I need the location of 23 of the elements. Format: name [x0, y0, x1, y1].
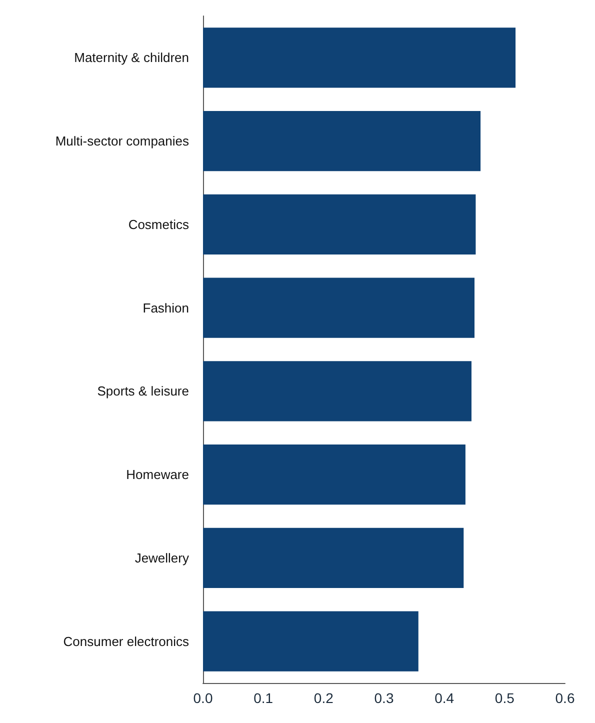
y-tick-label: Consumer electronics — [63, 634, 190, 649]
y-tick-label: Maternity & children — [74, 50, 189, 66]
y-tick-label: Jewellery — [134, 550, 190, 566]
bar — [203, 194, 476, 254]
bar — [203, 111, 481, 172]
y-tick-label: Fashion — [142, 300, 189, 316]
bar — [203, 444, 466, 505]
x-tick-label: 0.2 — [314, 690, 334, 706]
bar — [203, 611, 418, 672]
bar — [203, 28, 516, 88]
x-tick-label: 0.4 — [434, 690, 454, 706]
bar — [203, 528, 464, 588]
y-tick-label: Cosmetics — [128, 216, 190, 232]
y-tick-label: Homeware — [126, 467, 189, 482]
x-tick-label: 0.5 — [494, 690, 515, 706]
x-tick-label: 0.3 — [374, 690, 394, 706]
bar — [203, 278, 474, 338]
bar — [203, 361, 472, 422]
x-tick-label: 0.6 — [555, 690, 575, 706]
x-tick-label: 0.0 — [193, 690, 213, 706]
y-tick-label: Multi-sector companies — [55, 134, 190, 149]
x-tick-label: 0.1 — [254, 690, 274, 706]
y-tick-label: Sports & leisure — [97, 384, 189, 399]
